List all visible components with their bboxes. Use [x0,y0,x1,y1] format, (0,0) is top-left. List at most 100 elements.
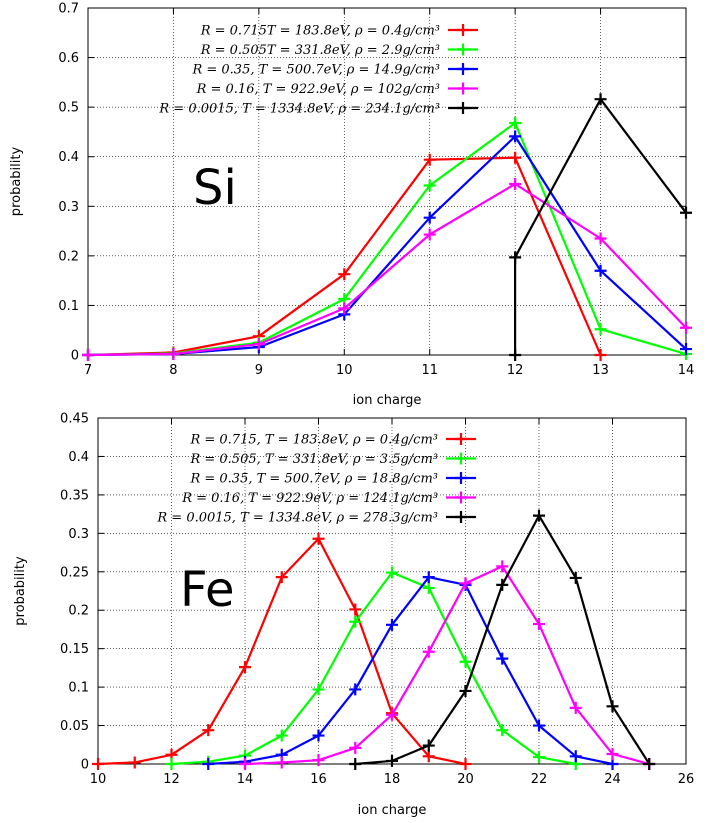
data-point [423,211,436,224]
series-line [87,135,687,357]
data-point [202,724,215,737]
x-tick-label: 14 [678,363,695,378]
y-tick-label: 0.4 [58,150,79,165]
legend-marker [457,102,469,114]
x-tick-label: 14 [237,772,254,787]
chart-0: 7 8 9 10 11 12 13 14 0 0.1 0.2 0.3 0.4 0.5 0.6 0.7 ion c… [9,2,694,409]
x-tick-label: 20 [457,772,474,787]
data-point [92,758,104,770]
legend-marker [457,24,469,36]
y-axis-label: probability [9,147,24,217]
data-point [423,153,436,166]
data-point [422,571,435,584]
series-line [87,182,687,357]
data-point [594,264,607,277]
data-point [82,349,94,361]
data-point [239,661,251,674]
series-line [171,571,577,766]
legend-marker [455,491,467,504]
legend-marker [455,433,467,445]
data-point [349,758,362,770]
x-tick-label: 8 [169,363,177,378]
data-point [533,618,545,631]
data-point [386,618,398,631]
data-point [643,758,656,770]
y-tick-label: 0.2 [58,249,79,264]
data-point [459,758,472,770]
data-point [509,177,522,190]
legend-marker [457,63,469,75]
y-tick-label: 0.15 [60,642,89,657]
series-line [87,156,602,357]
legend-label: R = 0.0015, T = 1334.8eV, ρ = 278.3g/cm³ [156,511,438,526]
data-point [202,758,215,770]
data-point [338,302,351,315]
data-point [423,179,436,192]
legend-label: R = 0.505, T = 331.8eV, ρ = 3.5g/cm³ [189,452,438,467]
y-tick-label: 0.05 [60,719,89,734]
y-axis-label: probability [13,556,28,626]
data-point [423,228,436,241]
y-tick-label: 0.3 [58,200,79,215]
data-point [496,652,509,665]
x-tick-label: 18 [384,772,401,787]
data-point [422,739,435,752]
data-point [422,645,435,658]
legend-label: R = 0.715, T = 183.8eV, ρ = 0.4g/cm³ [189,433,438,448]
data-point [275,756,288,769]
legend-label: R = 0.715T = 183.8eV, ρ = 0.4g/cm³ [200,24,440,39]
data-point [594,93,607,106]
data-point [594,232,607,245]
data-point [386,566,398,579]
y-tick-label: 0.35 [60,488,89,503]
y-tick-label: 0.25 [60,565,89,580]
data-point [509,117,522,130]
plot-frame [87,7,687,356]
data-point [533,509,545,522]
x-tick-label: 16 [310,772,327,787]
data-point [349,603,362,616]
element-annotation: Fe [180,562,235,618]
data-point [496,578,509,591]
y-tick-label: 0.6 [58,51,79,66]
x-tick-label: 12 [163,772,180,787]
x-axis-label: ion charge [353,393,422,408]
legend-marker [457,82,469,95]
x-tick-label: 10 [90,772,107,787]
data-point [569,750,582,763]
x-tick-label: 9 [255,363,263,378]
data-point [422,581,435,594]
y-tick-label: 0.2 [68,604,89,619]
x-tick-label: 24 [604,772,621,787]
legend-label: R = 0.505T = 331.8eV, ρ = 2.9g/cm³ [200,43,440,58]
data-point [349,683,362,696]
x-axis-label: ion charge [358,803,427,818]
data-point [459,684,472,697]
data-point [496,724,509,737]
x-tick-label: 22 [531,772,548,787]
data-point [386,754,398,767]
y-tick-label: 0.7 [58,2,79,17]
data-point [128,756,141,769]
data-point [422,750,435,763]
legend-marker [455,511,467,523]
data-point [239,758,251,770]
y-tick-label: 0 [71,349,79,364]
data-point [594,323,607,336]
data-point [275,729,288,742]
data-point [349,741,362,754]
data-point [349,615,362,628]
data-point [533,719,545,732]
legend-marker [455,452,467,465]
data-point [252,338,265,351]
x-tick-label: 10 [336,363,353,378]
data-point [386,708,398,721]
data-point [606,748,619,761]
y-tick-label: 0 [81,758,89,773]
y-tick-label: 0.1 [68,681,89,696]
legend-label: R = 0.16, T = 922.9eV, ρ = 102g/cm³ [196,82,440,97]
data-point [594,349,607,361]
series-line [513,98,687,355]
legend-label: R = 0.0015, T = 1334.8eV, ρ = 234.1g/cm³ [158,102,440,117]
